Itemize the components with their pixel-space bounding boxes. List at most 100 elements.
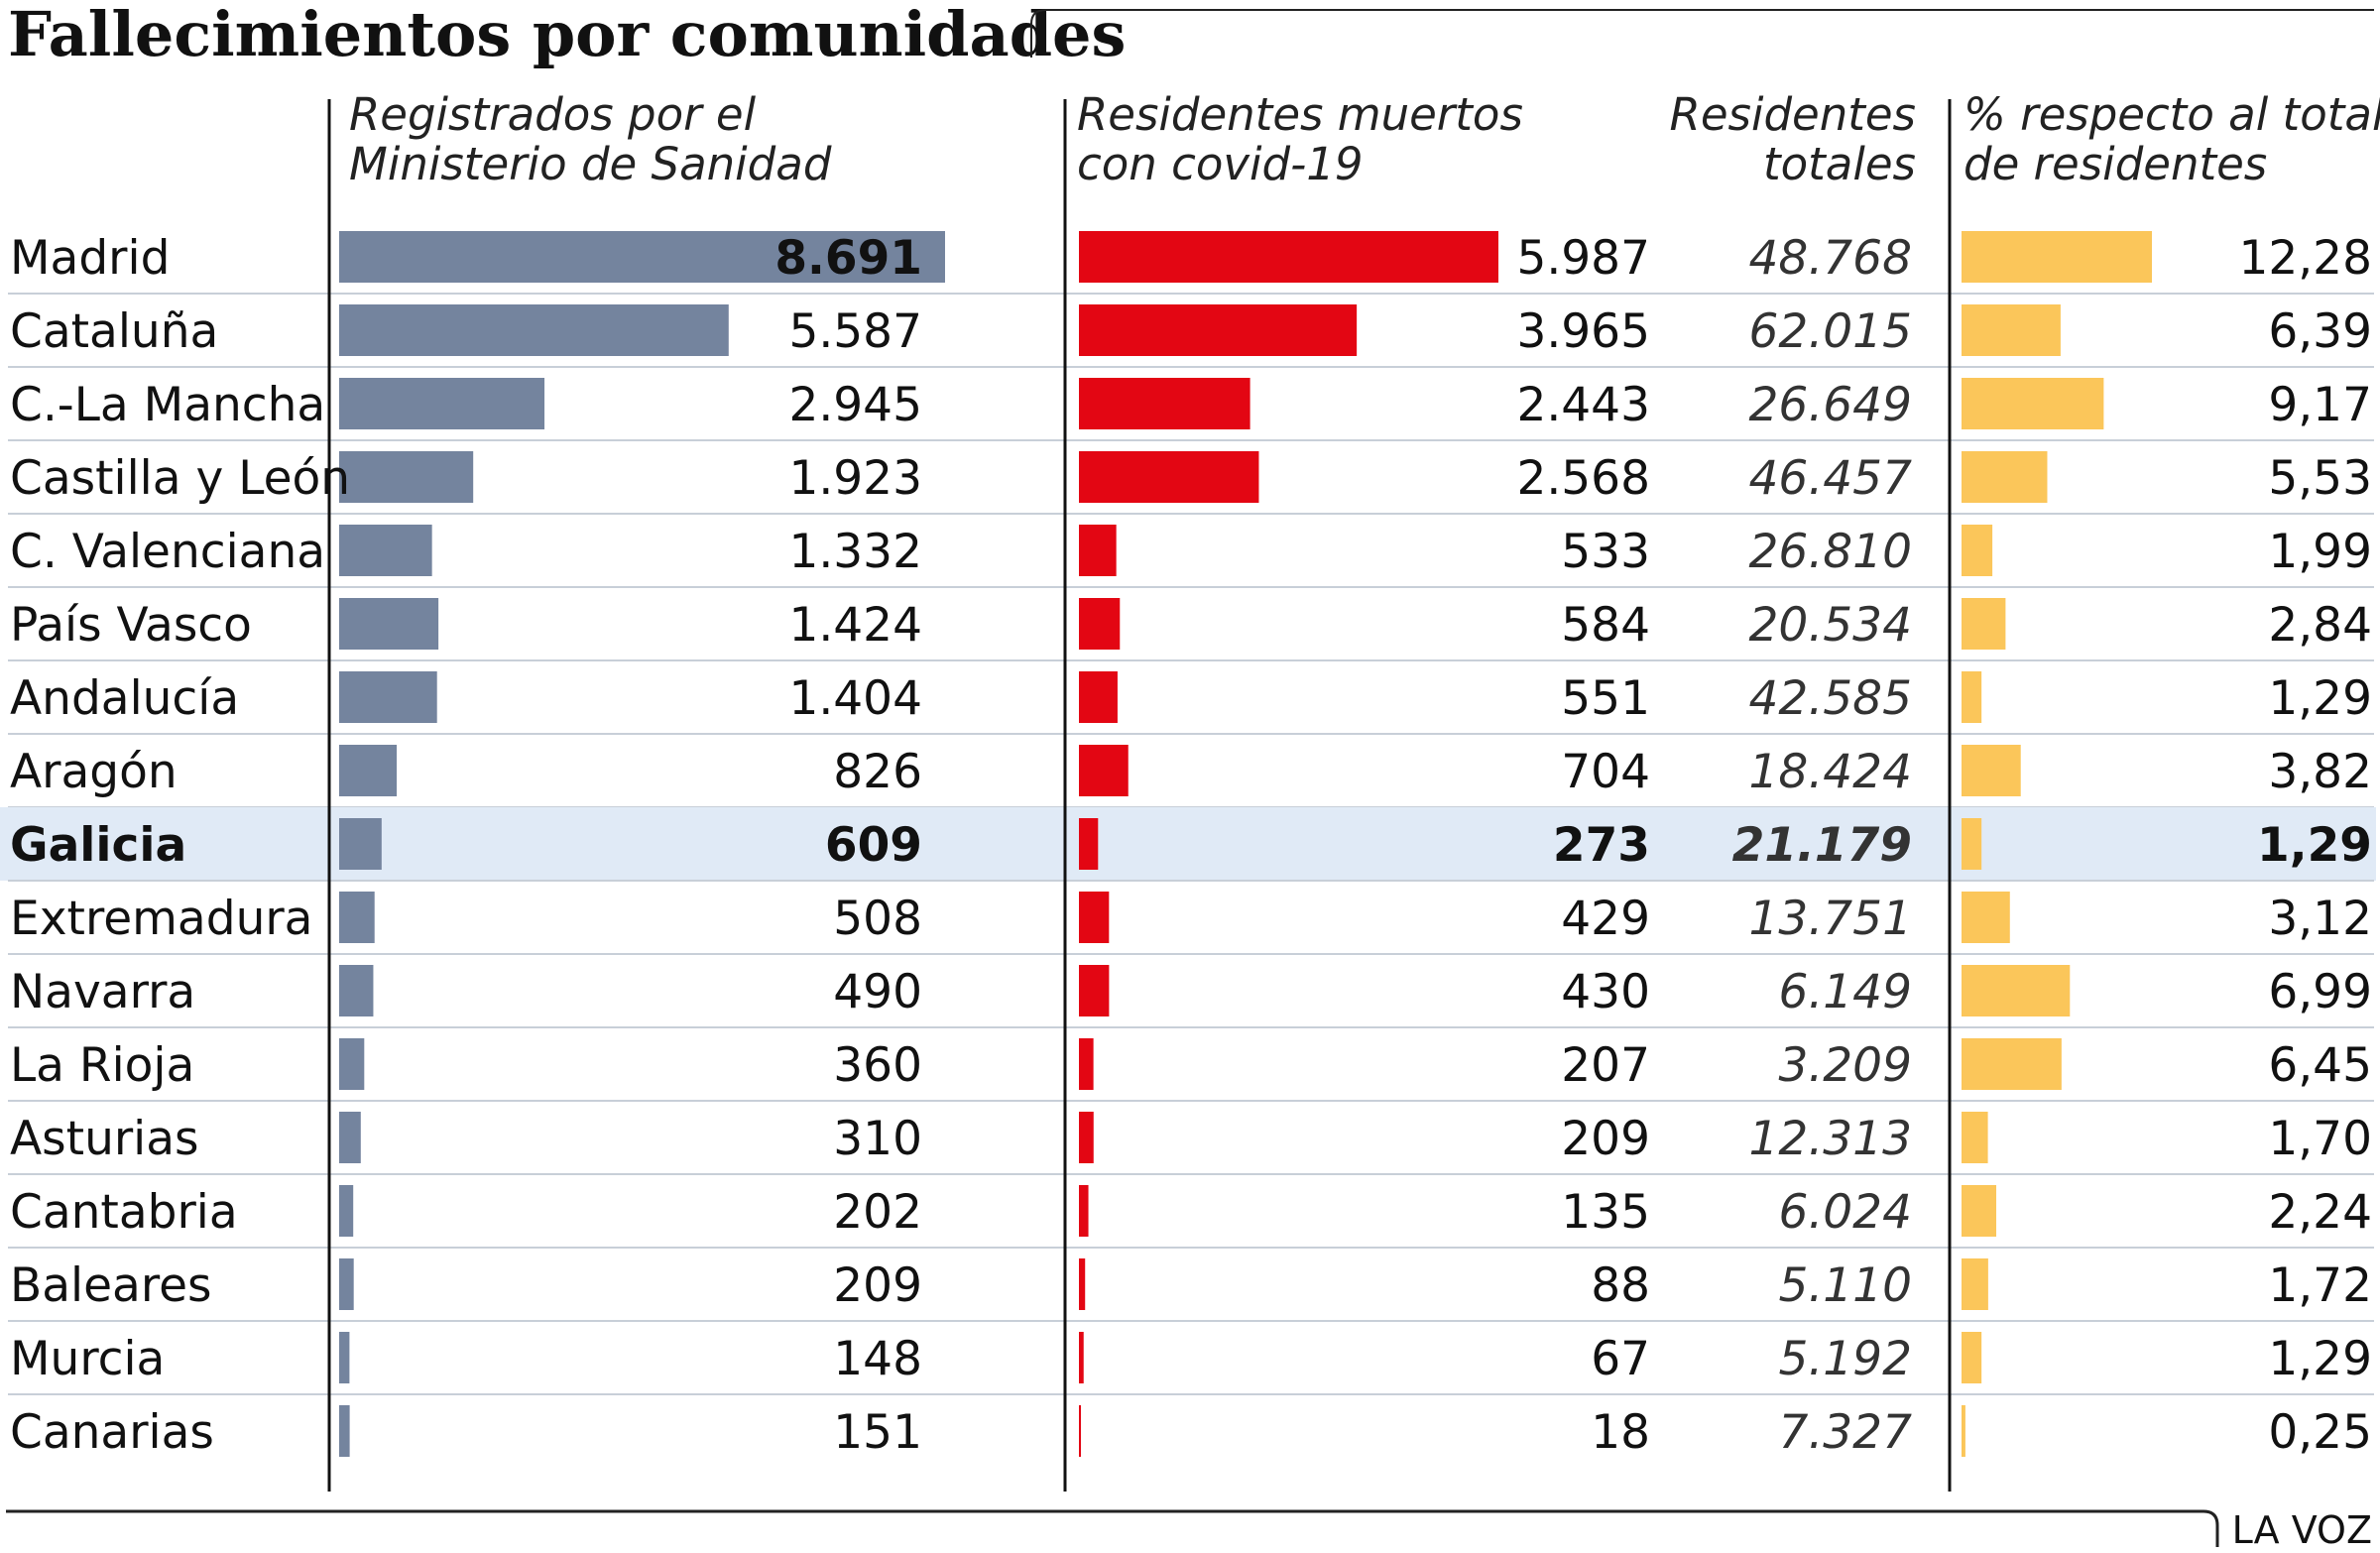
- percent-bar: [1962, 671, 1982, 723]
- totals-value: 6.024: [1778, 1185, 1912, 1240]
- region-label: País Vasco: [10, 598, 252, 653]
- totals-value: 26.649: [1749, 378, 1912, 432]
- deaths-bar: [1079, 1038, 1094, 1090]
- deaths-value: 2.568: [1516, 451, 1650, 506]
- percent-value: 0,25: [2268, 1405, 2372, 1460]
- percent-value: 6,45: [2268, 1038, 2372, 1093]
- totals-value: 62.015: [1749, 304, 1912, 359]
- deaths-bar: [1079, 1112, 1094, 1163]
- deaths-bar: [1079, 1332, 1084, 1383]
- percent-bar: [1962, 304, 2061, 356]
- ministry-bar: [339, 304, 729, 356]
- deaths-value: 430: [1561, 965, 1650, 1019]
- percent-bar: [1962, 892, 2010, 943]
- ministry-bar: [339, 1038, 365, 1090]
- ministry-value: 151: [833, 1405, 922, 1460]
- percent-value: 1,72: [2268, 1258, 2372, 1313]
- percent-value: 1,70: [2268, 1112, 2372, 1166]
- region-label: C.-La Mancha: [10, 378, 325, 432]
- percent-bar: [1962, 1332, 1982, 1383]
- totals-value: 21.179: [1732, 818, 1912, 873]
- ministry-bar: [339, 1112, 361, 1163]
- percent-value: 2,24: [2268, 1185, 2372, 1240]
- deaths-bar: [1079, 525, 1117, 576]
- percent-bar: [1962, 525, 1993, 576]
- ministry-bar: [339, 1258, 354, 1310]
- percent-value: 3,12: [2268, 892, 2372, 946]
- percent-value: 1,29: [2268, 1332, 2372, 1386]
- ministry-bar: [339, 892, 375, 943]
- region-label: Madrid: [10, 231, 170, 286]
- deaths-bar: [1079, 818, 1099, 870]
- deaths-value: 551: [1561, 671, 1650, 726]
- ministry-value: 5.587: [788, 304, 922, 359]
- ministry-bar: [339, 818, 382, 870]
- percent-bar: [1962, 1185, 1997, 1237]
- region-label: Galicia: [10, 818, 186, 873]
- percent-bar: [1962, 378, 2104, 429]
- deaths-bar: [1079, 304, 1358, 356]
- header-percent-line1: % respecto al total: [1964, 88, 2380, 141]
- region-label: Cantabria: [10, 1185, 238, 1240]
- deaths-value: 273: [1553, 818, 1650, 873]
- percent-value: 6,99: [2268, 965, 2372, 1019]
- totals-value: 6.149: [1778, 965, 1912, 1019]
- region-label: Asturias: [10, 1112, 199, 1166]
- totals-value: 20.534: [1749, 598, 1912, 653]
- deaths-value: 2.443: [1516, 378, 1650, 432]
- deaths-value: 207: [1561, 1038, 1650, 1093]
- totals-value: 7.327: [1778, 1405, 1912, 1460]
- chart-title: Fallecimientos por comunidades: [8, 0, 1126, 70]
- header-deaths-line2: con covid-19: [1077, 138, 1364, 190]
- deaths-bar: [1079, 598, 1121, 650]
- ministry-value: 508: [833, 892, 922, 946]
- percent-bar: [1962, 451, 2048, 503]
- ministry-value: 8.691: [774, 231, 922, 286]
- title-frame-line: [1030, 9, 2374, 58]
- ministry-value: 310: [833, 1112, 922, 1166]
- ministry-value: 2.945: [788, 378, 922, 432]
- region-label: Extremadura: [10, 892, 312, 946]
- ministry-bar: [339, 1185, 354, 1237]
- percent-bar: [1962, 231, 2152, 283]
- region-label: Baleares: [10, 1258, 212, 1313]
- deaths-bar: [1079, 378, 1250, 429]
- deaths-bar: [1079, 892, 1110, 943]
- deaths-bar: [1079, 451, 1259, 503]
- header-totals-line1: Residentes: [1670, 88, 1916, 141]
- header-ministry-line1: Registrados por el: [349, 88, 757, 141]
- region-label: Castilla y León: [10, 451, 350, 506]
- ministry-value: 360: [833, 1038, 922, 1093]
- region-label: C. Valenciana: [10, 525, 325, 579]
- ministry-bar: [339, 745, 398, 796]
- region-label: Murcia: [10, 1332, 165, 1386]
- deaths-value: 18: [1591, 1405, 1650, 1460]
- percent-value: 5,53: [2268, 451, 2372, 506]
- totals-value: 5.192: [1778, 1332, 1912, 1386]
- ministry-value: 609: [825, 818, 922, 873]
- percent-bar: [1962, 965, 2071, 1016]
- deaths-bar: [1079, 1185, 1089, 1237]
- percent-value: 1,29: [2257, 818, 2372, 873]
- ministry-bar: [339, 965, 374, 1016]
- ministry-value: 1.332: [788, 525, 922, 579]
- percent-bar: [1962, 598, 2006, 650]
- deaths-value: 135: [1561, 1185, 1650, 1240]
- deaths-value: 584: [1561, 598, 1650, 653]
- ministry-value: 826: [833, 745, 922, 799]
- totals-value: 5.110: [1778, 1258, 1912, 1313]
- totals-value: 46.457: [1749, 451, 1913, 506]
- percent-bar: [1962, 1112, 1988, 1163]
- deaths-value: 88: [1591, 1258, 1650, 1313]
- ministry-bar: [339, 525, 432, 576]
- region-label: Navarra: [10, 965, 195, 1019]
- deaths-bar: [1079, 745, 1129, 796]
- percent-value: 9,17: [2268, 378, 2372, 432]
- deaths-bar: [1079, 1405, 1081, 1457]
- ministry-value: 202: [833, 1185, 922, 1240]
- totals-value: 42.585: [1749, 671, 1912, 726]
- deaths-value: 5.987: [1516, 231, 1650, 286]
- percent-value: 2,84: [2268, 598, 2372, 653]
- ministry-bar: [339, 451, 474, 503]
